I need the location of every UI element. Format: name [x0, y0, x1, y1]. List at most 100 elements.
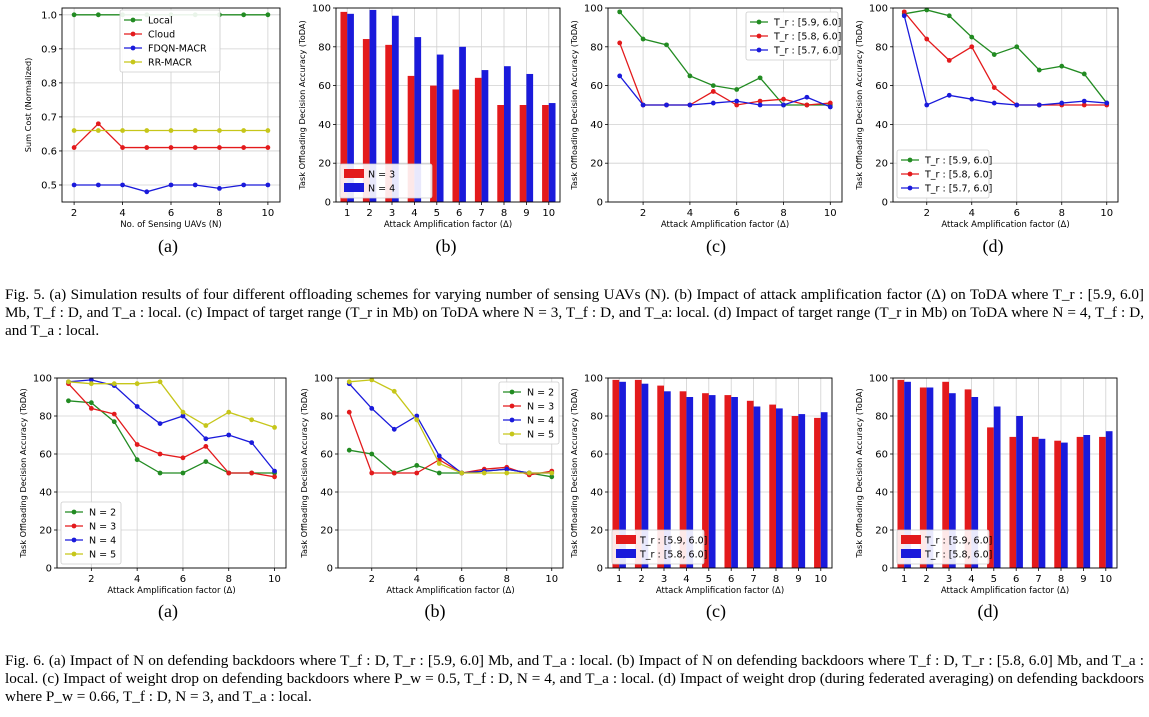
fig5d-ytick-label-1: 20 — [875, 159, 888, 170]
chart-fig6a: 0 20 40 60 80 100 2 4 6 8 10 Attack Amplification f… — [0, 368, 290, 598]
fig5a-point-2-3 — [144, 189, 150, 195]
fig6a-ytick-label-5: 100 — [33, 374, 52, 385]
fig5b-ytick-label-5: 100 — [312, 4, 331, 15]
fig5c-legend: T_r : [5.9, 6.0] T_r : [5.8, 6.0] T_r : [5… — [745, 11, 841, 61]
fig6b-series-0 — [346, 447, 555, 480]
fig6c-series-0 — [612, 379, 821, 568]
fig5b-legend-label-1: N = 4 — [368, 184, 395, 195]
fig6a-point-3-0 — [66, 379, 71, 385]
fig6d-bar-0-2 — [942, 381, 949, 568]
fig5d-point-2-4 — [991, 100, 997, 106]
fig6c-bar-1-4 — [708, 395, 716, 568]
fig5c-series-2 — [617, 73, 833, 110]
fig5a-xtick-label-1: 4 — [119, 208, 125, 219]
fig6c-frame — [607, 377, 833, 569]
fig5a-point-1-0 — [71, 145, 77, 150]
fig5d-legend: T_r : [5.9, 6.0] T_r : [5.8, 6.0] T_r : [5… — [896, 149, 992, 199]
fig5a-point-3-4 — [168, 128, 174, 133]
fig5a-point-1-7 — [241, 145, 247, 150]
fig6d-xlabel: Attack Amplification factor (Δ) — [941, 586, 1069, 596]
fig6c-xtick-label-8: 9 — [795, 574, 801, 585]
fig6b-point-1-0 — [346, 409, 352, 415]
fig5a-ylabel: Sum Cost (Normalized) — [23, 58, 33, 153]
fig5b-series-0 — [340, 11, 549, 202]
fig5b-xtick-label-2: 3 — [389, 208, 395, 219]
fig6a-point-1-2 — [111, 411, 117, 417]
chart-fig6b-svg: 0 20 40 60 80 100 2 4 6 8 10 Attack Amplification f… — [299, 374, 564, 596]
fig6a-point-3-8 — [249, 417, 255, 423]
fig5c-point-2-8 — [804, 94, 810, 100]
fig6b-ticks: 0 20 40 60 80 100 2 4 6 8 10 — [314, 374, 558, 586]
fig5b-legend: N = 3 N = 4 — [339, 163, 433, 199]
fig5d-point-0-5 — [1014, 44, 1020, 50]
fig6b-ytick-label-2: 40 — [320, 488, 333, 499]
fig5b-xtick-label-4: 5 — [434, 208, 440, 219]
fig6a-legend: N = 2 N = 3 N = 4 N = 5 — [60, 501, 122, 565]
fig6c-ytick-label-2: 40 — [590, 488, 603, 499]
fig6b-ytick-label-4: 80 — [320, 412, 333, 423]
fig6c-legend: T_r : [5.9, 6.0] T_r : [5.8, 6.0] — [611, 529, 707, 565]
fig6c-xtick-label-3: 4 — [683, 574, 689, 585]
fig5a-point-3-6 — [217, 128, 222, 133]
fig5a-point-1-6 — [217, 145, 222, 150]
fig6d-ytick-label-3: 60 — [875, 450, 888, 461]
fig6d-ticks: 0 20 40 60 80 100 1 2 3 4 5 6 7 8 9 10 — [869, 374, 1112, 586]
fig5c-point-2-1 — [640, 102, 646, 108]
fig6a-line-1 — [67, 383, 275, 478]
fig5b-xtick-label-5: 6 — [456, 208, 462, 219]
fig6b-point-2-1 — [369, 406, 375, 411]
fig6b-xtick-label-4: 10 — [545, 574, 558, 585]
fig6d-legend-label-0: T_r : [5.9, 6.0] — [924, 536, 992, 547]
fig6d-bar-0-0 — [897, 379, 905, 568]
fig6d-xtick-label-5: 6 — [1013, 574, 1019, 585]
fig6b-point-2-2 — [391, 426, 397, 432]
fig5c-ylabel: Task Offloading Decision Accuracy (ToDA) — [569, 20, 579, 190]
fig5a-ytick-label-1: 0.6 — [41, 146, 57, 157]
fig5a-point-0-1 — [95, 12, 101, 18]
fig6c-bar-1-5 — [731, 397, 738, 568]
fig6a-point-3-6 — [203, 423, 209, 428]
fig6b-legend-marker-1 — [509, 403, 515, 409]
fig5c-point-0-0 — [617, 9, 623, 15]
fig6d-bar-1-0 — [904, 381, 911, 568]
fig6a-ytick-label-0: 0 — [46, 564, 52, 575]
fig6b-ytick-label-0: 0 — [327, 564, 333, 575]
fig6b-xtick-label-2: 6 — [459, 574, 465, 585]
fig6d-xtick-label-7: 8 — [1058, 574, 1064, 585]
fig6b-point-2-4 — [436, 453, 442, 459]
fig6a-legend-label-1: N = 3 — [89, 522, 116, 533]
fig5a-point-1-8 — [265, 145, 271, 150]
fig6a-point-3-3 — [134, 381, 140, 387]
fig5c-ticks: 0 20 40 60 80 100 2 4 6 8 10 — [584, 4, 837, 220]
fig6a-point-2-1 — [88, 377, 94, 383]
fig6c-series-1 — [619, 381, 828, 568]
fig5b-xlabel: Attack Amplification factor (Δ) — [384, 220, 512, 230]
fig6d-xtick-label-8: 9 — [1080, 574, 1086, 585]
fig6a-point-1-6 — [203, 444, 209, 449]
chart-fig6a-svg: 0 20 40 60 80 100 2 4 6 8 10 Attack Amplification f… — [18, 374, 287, 596]
fig6a-point-0-1 — [88, 400, 94, 406]
fig6d-xtick-label-9: 10 — [1099, 574, 1112, 585]
fig6a-series-2 — [66, 377, 277, 474]
fig6c-bar-0-2 — [657, 385, 664, 568]
fig5d-ytick-label-0: 0 — [882, 198, 888, 209]
fig6c-legend-label-0: T_r : [5.9, 6.0] — [639, 536, 707, 547]
fig5c-point-2-0 — [617, 73, 623, 79]
fig5b-legend-swatch-1 — [344, 183, 364, 192]
fig5a-point-1-1 — [95, 121, 101, 127]
fig5d-point-2-0 — [901, 13, 907, 19]
fig6d-ytick-label-4: 80 — [875, 412, 888, 423]
fig5b-bar-0-0 — [340, 11, 348, 202]
fig6a-point-1-7 — [226, 470, 232, 476]
fig5c-point-1-0 — [617, 40, 623, 46]
fig6c-bar-0-5 — [724, 395, 732, 568]
chart-fig5a: 0.5 0.6 0.7 0.8 0.9 1.0 2 4 6 8 10 No. of Sensing U… — [0, 0, 290, 232]
fig5b-bar-1-6 — [481, 70, 489, 202]
fig5d-line-2 — [903, 15, 1107, 106]
fig5d-point-1-2 — [946, 57, 952, 63]
fig5b-ylabel: Task Offloading Decision Accuracy (ToDA) — [297, 20, 307, 190]
fig5a-point-1-5 — [192, 145, 198, 150]
fig6-sublabel-b: (b) — [424, 601, 446, 621]
fig5d-point-2-7 — [1059, 100, 1065, 106]
fig5b-ytick-label-4: 80 — [318, 42, 331, 53]
